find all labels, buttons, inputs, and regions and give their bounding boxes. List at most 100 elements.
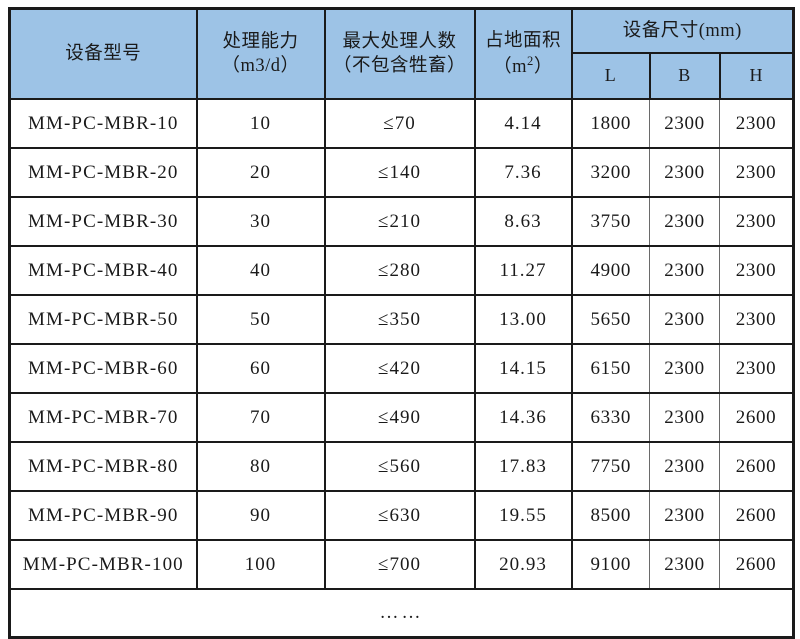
cell-model: MM-PC-MBR-20: [8, 147, 198, 198]
cell-dimension-h: 2600: [718, 392, 795, 443]
table-row: MM-PC-MBR-40 40 ≤280 11.27 4900 2300 2300: [8, 245, 795, 296]
cell-model: MM-PC-MBR-50: [8, 294, 198, 345]
cell-capacity: 50: [195, 294, 326, 345]
cell-max-people: ≤630: [323, 490, 476, 541]
cell-footprint-area: 19.55: [473, 490, 573, 541]
cell-dimension-l: 7750: [570, 441, 650, 492]
cell-dimension-b: 2300: [649, 490, 720, 541]
table-row: MM-PC-MBR-10 10 ≤70 4.14 1800 2300 2300: [8, 98, 795, 149]
column-header-capacity-line2: （m3/d）: [221, 56, 300, 76]
column-header-dim-h: H: [718, 52, 795, 100]
cell-dimension-b: 2300: [649, 539, 720, 590]
column-header-dim-b: B: [649, 52, 720, 100]
area-unit-suffix: ）: [533, 57, 553, 78]
header-row-dimension-subcolumns: L B H: [10, 52, 795, 100]
cell-model: MM-PC-MBR-40: [8, 245, 198, 296]
cell-dimension-b: 2300: [649, 98, 720, 149]
area-unit-prefix: （m: [493, 57, 528, 78]
table-row: MM-PC-MBR-20 20 ≤140 7.36 3200 2300 2300: [8, 147, 795, 198]
table-row: MM-PC-MBR-80 80 ≤560 17.83 7750 2300 2600: [8, 441, 795, 492]
cell-dimension-h: 2300: [718, 245, 795, 296]
cell-model: MM-PC-MBR-10: [8, 98, 198, 149]
cell-model: MM-PC-MBR-100: [8, 539, 198, 590]
cell-dimension-l: 3200: [570, 147, 650, 198]
table-row: MM-PC-MBR-100 100 ≤700 20.93 9100 2300 2600: [8, 539, 795, 590]
cell-footprint-area: 8.63: [473, 196, 573, 247]
cell-dimension-l: 5650: [570, 294, 650, 345]
cell-dimension-l: 4900: [570, 245, 650, 296]
cell-max-people: ≤280: [323, 245, 476, 296]
cell-model: MM-PC-MBR-90: [8, 490, 198, 541]
cell-max-people: ≤560: [323, 441, 476, 492]
cell-model: MM-PC-MBR-60: [8, 343, 198, 394]
table-row: MM-PC-MBR-30 30 ≤210 8.63 3750 2300 2300: [8, 196, 795, 247]
cell-footprint-area: 14.15: [473, 343, 573, 394]
spec-table-container: 设备型号 处理能力 （m3/d） 最大处理人数 （不包含牲畜） 占地面积 （m2…: [8, 7, 796, 639]
cell-dimension-b: 2300: [649, 245, 720, 296]
table-header: 设备型号 处理能力 （m3/d） 最大处理人数 （不包含牲畜） 占地面积 （m2…: [8, 7, 795, 100]
cell-dimension-h: 2600: [718, 539, 795, 590]
cell-dimension-b: 2300: [649, 196, 720, 247]
cell-dimension-l: 6150: [570, 343, 650, 394]
table-row: MM-PC-MBR-90 90 ≤630 19.55 8500 2300 2600: [8, 490, 795, 541]
cell-max-people: ≤490: [323, 392, 476, 443]
cell-capacity: 70: [195, 392, 326, 443]
equipment-spec-table: 设备型号 处理能力 （m3/d） 最大处理人数 （不包含牲畜） 占地面积 （m2…: [8, 7, 796, 639]
table-row-ellipsis: ……: [8, 588, 795, 639]
table-body: MM-PC-MBR-10 10 ≤70 4.14 1800 2300 2300 MM-PC-M…: [8, 98, 795, 639]
cell-footprint-area: 4.14: [473, 98, 573, 149]
column-header-footprint-area: 占地面积 （m2）: [473, 7, 573, 100]
cell-model: MM-PC-MBR-30: [8, 196, 198, 247]
cell-model: MM-PC-MBR-80: [8, 441, 198, 492]
cell-footprint-area: 17.83: [473, 441, 573, 492]
cell-dimension-l: 6330: [570, 392, 650, 443]
cell-capacity: 40: [195, 245, 326, 296]
column-header-dimensions: 设备尺寸(mm): [570, 7, 795, 54]
cell-capacity: 90: [195, 490, 326, 541]
table-row: MM-PC-MBR-70 70 ≤490 14.36 6330 2300 2600: [8, 392, 795, 443]
column-header-dimensions-label: 设备尺寸(mm): [622, 20, 742, 41]
cell-max-people: ≤420: [323, 343, 476, 394]
cell-dimension-l: 9100: [570, 539, 650, 590]
cell-footprint-area: 14.36: [473, 392, 573, 443]
cell-capacity: 10: [195, 98, 326, 149]
cell-dimension-b: 2300: [649, 392, 720, 443]
column-header-footprint-area-line2: （m2）: [476, 53, 571, 80]
cell-footprint-area: 7.36: [473, 147, 573, 198]
cell-capacity: 60: [195, 343, 326, 394]
cell-dimension-h: 2600: [718, 490, 795, 541]
cell-dimension-b: 2300: [649, 147, 720, 198]
table-row: MM-PC-MBR-50 50 ≤350 13.00 5650 2300 2300: [8, 294, 795, 345]
column-header-footprint-area-line1: 占地面积: [484, 30, 561, 51]
cell-dimension-h: 2300: [718, 343, 795, 394]
cell-dimension-h: 2300: [718, 98, 795, 149]
cell-more-rows-ellipsis: ……: [8, 588, 795, 639]
cell-max-people: ≤700: [323, 539, 476, 590]
cell-dimension-h: 2300: [718, 147, 795, 198]
cell-dimension-h: 2300: [718, 196, 795, 247]
cell-dimension-b: 2300: [649, 343, 720, 394]
column-header-max-people-line1: 最大处理人数: [342, 31, 457, 52]
area-unit-superscript: 2: [527, 53, 534, 68]
header-row-primary: 设备型号 处理能力 （m3/d） 最大处理人数 （不包含牲畜） 占地面积 （m2…: [8, 7, 795, 100]
cell-max-people: ≤140: [323, 147, 476, 198]
cell-footprint-area: 20.93: [473, 539, 573, 590]
column-header-capacity: 处理能力 （m3/d）: [195, 7, 326, 100]
column-header-dim-l: L: [570, 52, 651, 100]
cell-dimension-l: 8500: [570, 490, 650, 541]
cell-footprint-area: 11.27: [473, 245, 573, 296]
cell-dimension-l: 3750: [570, 196, 650, 247]
cell-dimension-h: 2600: [718, 441, 795, 492]
cell-capacity: 20: [195, 147, 326, 198]
cell-dimension-b: 2300: [649, 294, 720, 345]
cell-capacity: 30: [195, 196, 326, 247]
cell-capacity: 80: [195, 441, 326, 492]
cell-dimension-l: 1800: [570, 98, 650, 149]
table-row: MM-PC-MBR-60 60 ≤420 14.15 6150 2300 2300: [8, 343, 795, 394]
column-header-max-people: 最大处理人数 （不包含牲畜）: [323, 7, 476, 100]
column-header-model-label: 设备型号: [65, 43, 142, 64]
cell-model: MM-PC-MBR-70: [8, 392, 198, 443]
cell-max-people: ≤210: [323, 196, 476, 247]
column-header-max-people-line2: （不包含牲畜）: [332, 56, 466, 76]
cell-max-people: ≤70: [323, 98, 476, 149]
